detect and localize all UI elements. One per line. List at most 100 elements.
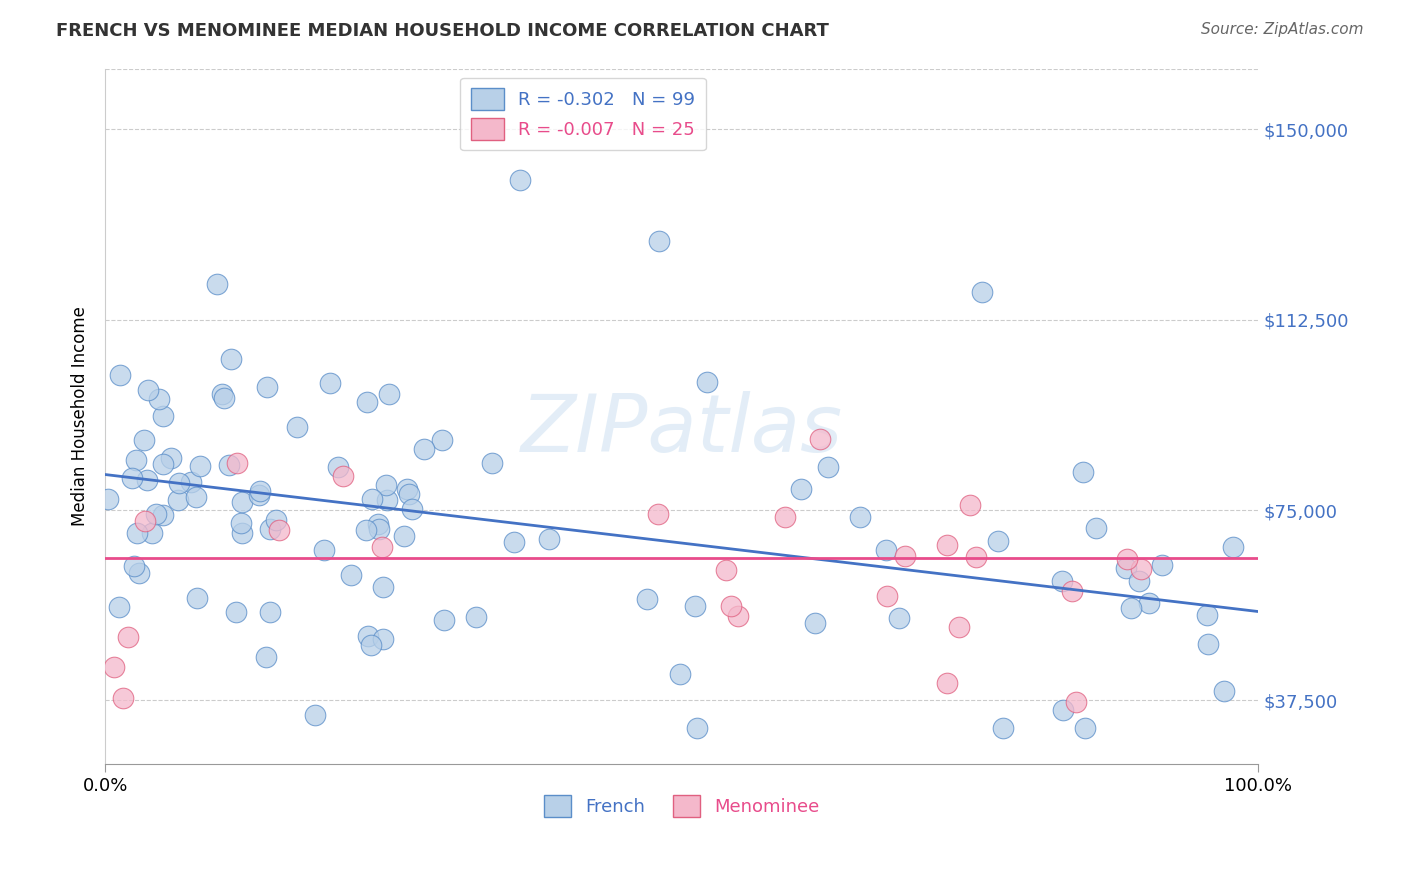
Point xyxy=(377,387,399,401)
Point xyxy=(205,277,228,291)
Point xyxy=(502,534,524,549)
Point xyxy=(136,473,159,487)
Point xyxy=(360,638,382,652)
Point xyxy=(1128,574,1150,588)
Point xyxy=(127,526,149,541)
Point xyxy=(136,383,159,397)
Point xyxy=(186,591,208,606)
Point xyxy=(108,368,131,383)
Point xyxy=(122,559,145,574)
Point xyxy=(218,458,240,473)
Point xyxy=(1074,721,1097,735)
Point xyxy=(970,285,993,299)
Point xyxy=(1071,465,1094,479)
Point xyxy=(128,566,150,581)
Point xyxy=(368,522,391,536)
Text: ZIPatlas: ZIPatlas xyxy=(520,391,844,469)
Point xyxy=(948,620,970,634)
Point xyxy=(314,543,336,558)
Point xyxy=(167,492,190,507)
Point xyxy=(714,563,737,577)
Point xyxy=(254,649,277,664)
Point xyxy=(887,611,910,625)
Point xyxy=(249,483,271,498)
Point xyxy=(356,395,378,409)
Point xyxy=(121,470,143,484)
Point xyxy=(134,514,156,528)
Point xyxy=(647,508,669,522)
Point xyxy=(332,469,354,483)
Point xyxy=(1152,558,1174,573)
Point xyxy=(1060,583,1083,598)
Point xyxy=(226,456,249,470)
Point xyxy=(1052,574,1074,588)
Point xyxy=(247,488,270,502)
Point xyxy=(876,589,898,603)
Point xyxy=(849,510,872,524)
Point xyxy=(134,433,156,447)
Point xyxy=(727,609,749,624)
Point xyxy=(259,605,281,619)
Point xyxy=(117,630,139,644)
Point xyxy=(648,234,671,248)
Point xyxy=(180,475,202,489)
Point xyxy=(354,524,377,538)
Y-axis label: Median Household Income: Median Household Income xyxy=(72,306,89,526)
Point xyxy=(696,376,718,390)
Point xyxy=(936,675,959,690)
Point xyxy=(1130,562,1153,576)
Point xyxy=(339,568,361,582)
Point xyxy=(817,460,839,475)
Point xyxy=(231,495,253,509)
Point xyxy=(375,478,398,492)
Point xyxy=(1137,596,1160,610)
Point xyxy=(361,492,384,507)
Point xyxy=(375,492,398,507)
Point xyxy=(103,660,125,674)
Point xyxy=(413,442,436,456)
Point xyxy=(959,498,981,512)
Point xyxy=(392,529,415,543)
Point xyxy=(97,491,120,506)
Point xyxy=(987,534,1010,549)
Point xyxy=(1197,637,1219,651)
Point xyxy=(433,613,456,627)
Point xyxy=(683,599,706,614)
Point xyxy=(808,432,831,446)
Point xyxy=(875,542,897,557)
Point xyxy=(212,391,235,405)
Point xyxy=(259,522,281,536)
Point xyxy=(1066,695,1088,709)
Point xyxy=(152,457,174,471)
Point xyxy=(1213,684,1236,698)
Point xyxy=(1119,601,1142,615)
Point xyxy=(326,460,349,475)
Point xyxy=(464,610,486,624)
Point xyxy=(367,516,389,531)
Point xyxy=(537,532,560,546)
Point xyxy=(269,523,291,537)
Point xyxy=(211,386,233,401)
Point xyxy=(141,525,163,540)
Point xyxy=(509,173,531,187)
Point xyxy=(894,549,917,563)
Point xyxy=(1115,560,1137,574)
Point xyxy=(789,483,811,497)
Point xyxy=(668,667,690,681)
Point xyxy=(160,450,183,465)
Point xyxy=(432,433,454,447)
Point xyxy=(395,482,418,496)
Legend: French, Menominee: French, Menominee xyxy=(537,788,827,824)
Point xyxy=(993,721,1015,735)
Point xyxy=(108,599,131,614)
Point xyxy=(636,592,658,607)
Point xyxy=(1222,540,1244,554)
Point xyxy=(111,690,134,705)
Point xyxy=(285,420,308,434)
Point xyxy=(145,507,167,521)
Point xyxy=(1195,608,1218,623)
Point xyxy=(686,721,709,735)
Point xyxy=(319,376,342,390)
Point xyxy=(371,540,394,554)
Point xyxy=(775,509,797,524)
